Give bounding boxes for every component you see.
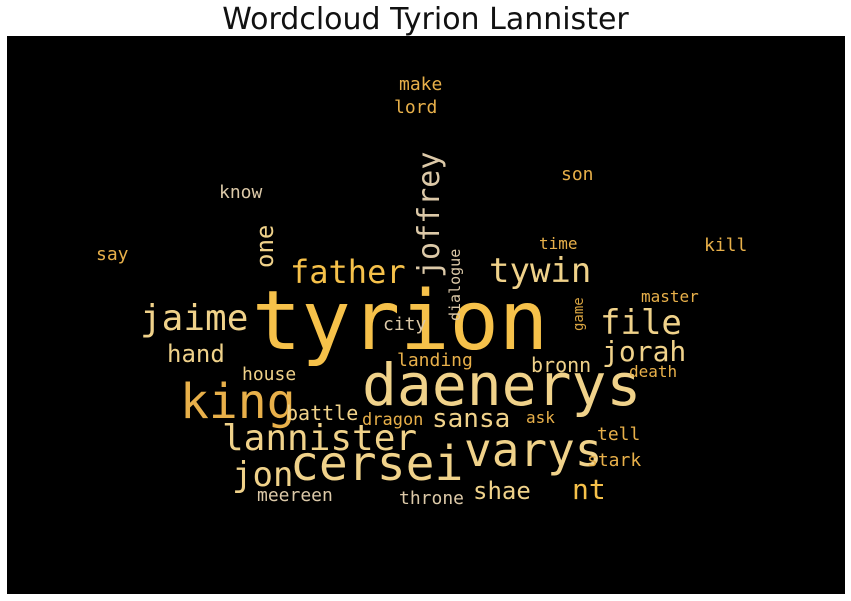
word-house: house xyxy=(242,364,297,385)
word-cersei: cersei xyxy=(290,436,464,492)
word-kill: kill xyxy=(704,235,748,256)
word-tell: tell xyxy=(597,424,641,445)
word-death: death xyxy=(629,362,678,381)
word-king: king xyxy=(180,374,296,430)
word-daenerys: daenerys xyxy=(362,351,642,419)
word-stark: stark xyxy=(587,450,642,471)
word-game: game xyxy=(571,297,587,331)
word-one: one xyxy=(251,224,279,268)
word-nt: nt xyxy=(572,473,606,506)
word-tywin: tywin xyxy=(489,251,592,291)
word-throne: throne xyxy=(399,488,465,509)
word-varys: varys xyxy=(464,423,603,477)
word-bronn: bronn xyxy=(531,353,592,377)
word-lord: lord xyxy=(394,97,438,118)
word-landing: landing xyxy=(397,350,473,371)
word-father: father xyxy=(290,253,406,291)
word-battle: battle xyxy=(286,401,359,425)
word-file: file xyxy=(600,303,682,343)
word-lannister: lannister xyxy=(222,418,418,459)
word-meereen: meereen xyxy=(257,485,333,506)
chart-title: Wordcloud Tyrion Lannister xyxy=(222,2,629,37)
word-dragon: dragon xyxy=(362,410,424,430)
word-city: city xyxy=(383,314,427,335)
word-shae: shae xyxy=(473,477,531,505)
word-time: time xyxy=(539,234,578,253)
word-tyrion: tyrion xyxy=(252,274,549,369)
word-son: son xyxy=(561,164,594,185)
word-jon: jon xyxy=(232,455,294,495)
word-hand: hand xyxy=(167,340,225,368)
word-make: make xyxy=(399,74,443,95)
wordcloud-canvas: tyrion daenerys cersei king varys lannister ja… xyxy=(7,36,845,594)
word-sansa: sansa xyxy=(432,404,511,434)
word-joffrey: joffrey xyxy=(412,151,447,278)
word-jorah: jorah xyxy=(602,335,687,368)
word-know: know xyxy=(219,182,263,203)
word-jaime: jaime xyxy=(140,298,249,339)
word-ask: ask xyxy=(526,408,555,427)
word-dialogue: dialogue xyxy=(446,248,464,321)
word-master: master xyxy=(641,287,699,306)
word-say: say xyxy=(96,244,129,265)
